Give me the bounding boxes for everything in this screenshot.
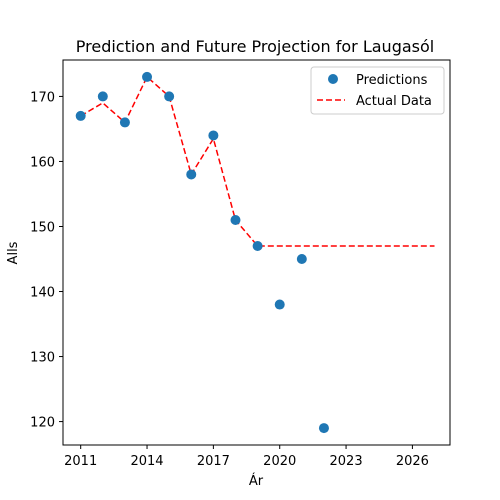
x-tick-label: 2017 bbox=[197, 454, 230, 469]
prediction-point bbox=[142, 71, 153, 82]
x-axis-ticks: 2011 2014 2017 2020 2023 2026 bbox=[64, 445, 429, 469]
prediction-point bbox=[208, 130, 219, 141]
x-tick-label: 2011 bbox=[64, 454, 97, 469]
prediction-point bbox=[252, 241, 263, 251]
prediction-point bbox=[274, 299, 285, 310]
prediction-point bbox=[296, 254, 307, 264]
plot-frame bbox=[62, 59, 451, 446]
legend-label-predictions: Predictions bbox=[356, 73, 428, 88]
y-tick-label: 170 bbox=[30, 90, 55, 105]
prediction-point bbox=[230, 214, 241, 225]
y-tick-label: 160 bbox=[30, 155, 55, 170]
chart-title: Prediction and Future Projection for Lau… bbox=[76, 37, 434, 56]
x-tick-label: 2020 bbox=[263, 454, 296, 469]
x-tick-label: 2014 bbox=[130, 454, 163, 469]
y-tick-label: 130 bbox=[30, 351, 55, 366]
x-axis-label: Ár bbox=[249, 473, 264, 489]
prediction-point bbox=[75, 110, 86, 121]
plot-area bbox=[75, 71, 435, 434]
prediction-point bbox=[119, 117, 130, 128]
prediction-point bbox=[318, 423, 329, 434]
prediction-point bbox=[186, 169, 197, 180]
prediction-point bbox=[97, 91, 108, 102]
y-tick-label: 140 bbox=[30, 286, 55, 301]
y-axis-label: Alls bbox=[6, 241, 21, 264]
legend: Predictions Actual Data bbox=[310, 66, 445, 115]
legend-marker-predictions bbox=[328, 74, 338, 84]
y-tick-label: 120 bbox=[30, 416, 55, 431]
legend-label-actual-data: Actual Data bbox=[356, 94, 432, 109]
legend-box bbox=[310, 66, 445, 115]
y-tick-label: 150 bbox=[30, 220, 55, 235]
prediction-point bbox=[164, 91, 175, 102]
y-axis-ticks: 120 130 140 150 160 170 bbox=[30, 90, 63, 431]
x-tick-label: 2026 bbox=[396, 454, 429, 469]
x-tick-label: 2023 bbox=[330, 454, 363, 469]
